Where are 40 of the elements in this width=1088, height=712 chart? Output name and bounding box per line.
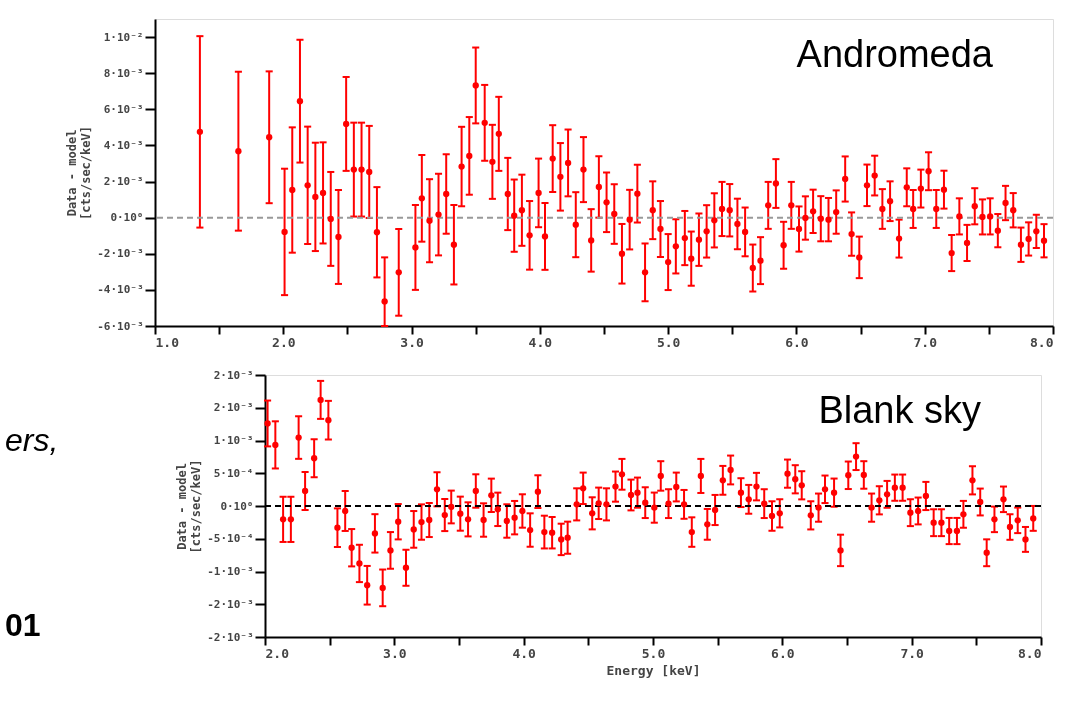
x-axis-title: Energy [keV] xyxy=(606,662,701,678)
x-tick-label: 7.0 xyxy=(900,645,925,661)
x-tick-label: 2.0 xyxy=(265,645,290,661)
x-tick-label: 5.0 xyxy=(656,334,681,350)
y-tick-label: 6·10⁻³ xyxy=(103,102,144,116)
y-tick-label: -6·10⁻³ xyxy=(97,319,144,333)
x-tick-label: 7.0 xyxy=(913,334,938,350)
x-tick-label: 4.0 xyxy=(512,645,537,661)
y-tick-label: 8·10⁻³ xyxy=(103,66,144,80)
y-tick-label: -1·10⁻³ xyxy=(207,565,254,578)
text: ers, xyxy=(5,422,59,458)
y-tick-label: 1·10⁻² xyxy=(103,30,144,44)
y-tick-label: -5·10⁻⁴ xyxy=(207,532,254,546)
x-tick-label: 1.0 xyxy=(155,334,180,350)
y-tick-label: -2·10⁻³ xyxy=(97,247,144,261)
y-tick-label: 0·10⁰ xyxy=(220,499,254,513)
x-tick-label: 3.0 xyxy=(400,334,424,350)
x-tick-label: 5.0 xyxy=(641,645,666,661)
y-axis-title: Data - model [cts/sec/keV] xyxy=(65,126,94,220)
y-tick-label: 1·10⁻³ xyxy=(213,434,254,447)
y-tick-label: 2·10⁻³ xyxy=(103,175,144,189)
x-tick-label: 2.0 xyxy=(272,334,296,350)
y-axis-title: Data - model [cts/sec/keV] xyxy=(175,459,204,554)
x-tick-label: 8.0 xyxy=(1030,334,1054,350)
y-tick-label: -4·10⁻³ xyxy=(97,283,144,297)
y-tick-label: -2·10⁻³ xyxy=(207,597,254,611)
y-tick-label: -2·10⁻³ xyxy=(207,630,254,644)
text: 01 xyxy=(5,607,41,643)
x-tick-label: 4.0 xyxy=(528,334,553,350)
x-tick-label: 8.0 xyxy=(1018,645,1042,661)
y-tick-label: 5·10⁻⁴ xyxy=(213,466,254,480)
x-tick-label: 6.0 xyxy=(771,645,795,661)
y-tick-label: 0·10⁰ xyxy=(110,211,144,225)
y-tick-label: 2·10⁻³ xyxy=(213,368,254,382)
x-tick-label: 3.0 xyxy=(383,645,407,661)
y-tick-label: 2·10⁻³ xyxy=(213,401,254,415)
chart-title: Andromeda xyxy=(796,33,994,75)
y-tick-label: 4·10⁻³ xyxy=(103,138,144,152)
x-tick-label: 6.0 xyxy=(785,334,809,350)
chart-title: Blank sky xyxy=(818,389,981,431)
